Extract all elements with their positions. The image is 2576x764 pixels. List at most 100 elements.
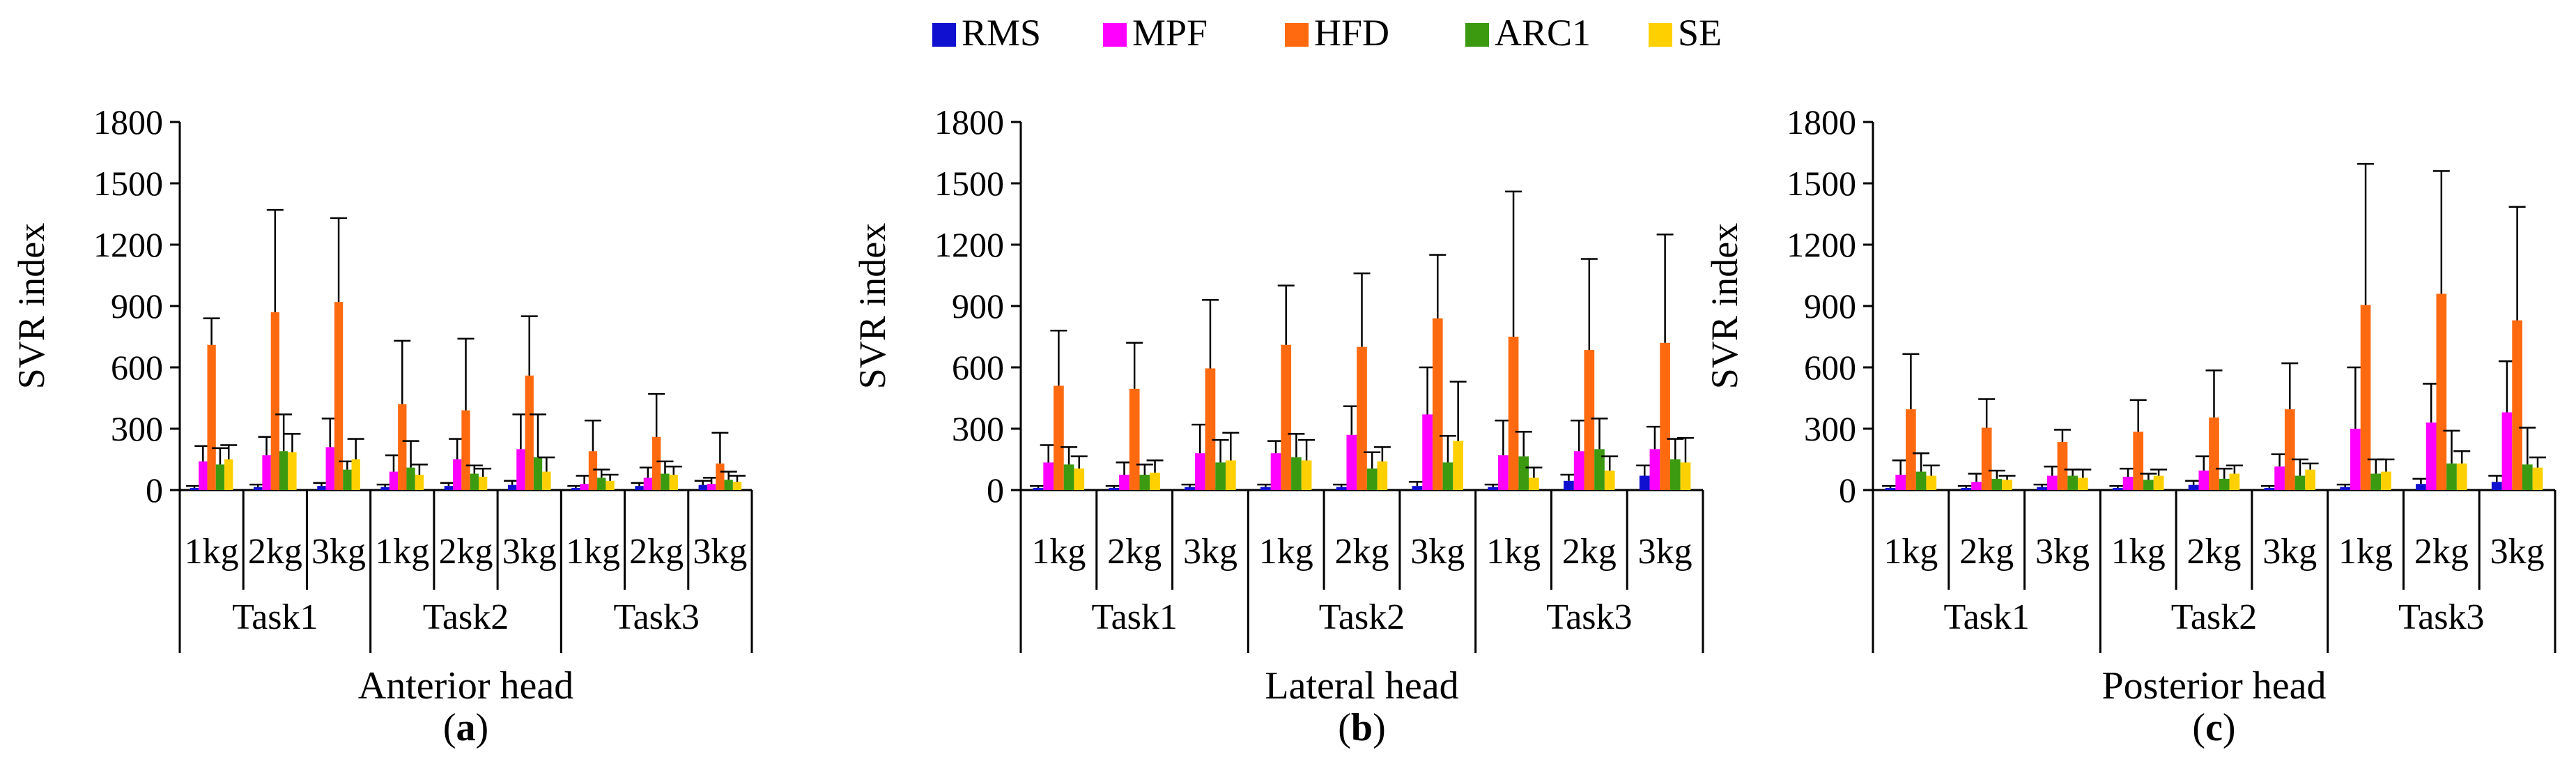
y-tick-label: 1500 [934, 164, 1004, 203]
bar-mpf [1422, 414, 1433, 490]
bar-rms [380, 487, 390, 490]
chart-panel-c: 0 300 600 900 1200 1500 1800 SVR index 1kg 2kg 3kg… [1704, 102, 2556, 749]
legend-label-mpf: MPF [1132, 12, 1208, 54]
bar-se [2002, 480, 2012, 490]
y-tick-label: 1800 [93, 102, 163, 142]
bar-mpf [2425, 422, 2437, 490]
bar-hfd [398, 404, 407, 490]
bar-arc1 [1915, 471, 1927, 490]
bar-arc1 [1594, 449, 1605, 490]
bar-se [669, 475, 678, 490]
bar-mpf [643, 478, 653, 490]
group-label: Task1 [232, 597, 318, 637]
bar-hfd [716, 463, 725, 490]
x-tick-label: 1kg [1883, 532, 1938, 572]
bar-arc1 [1063, 464, 1074, 490]
bar-rms [507, 484, 517, 490]
bar-se [1377, 461, 1388, 490]
y-tick-label: 1500 [93, 164, 163, 203]
y-tick-label: 600 [952, 348, 1004, 387]
bar-arc1 [1215, 462, 1226, 490]
group-label: Task1 [1091, 597, 1177, 637]
y-tick-label: 0 [146, 471, 163, 510]
group-label: Task3 [2398, 597, 2484, 637]
bar-se [1604, 471, 1615, 490]
bar-mpf [1971, 482, 1982, 490]
x-tick-label: 1kg [2111, 532, 2166, 572]
x-tick-label: 3kg [1638, 532, 1692, 572]
bar-hfd [1054, 385, 1064, 490]
bar-se [2456, 463, 2467, 490]
bar-hfd [525, 375, 534, 490]
legend-swatch-rms [932, 23, 956, 47]
bar-arc1 [661, 473, 670, 490]
y-tick-label: 900 [952, 286, 1004, 326]
bar-hfd [1205, 368, 1216, 490]
x-tick-label: 3kg [1410, 532, 1465, 572]
panel-title: Lateral head [1265, 664, 1458, 708]
bar-se [606, 480, 615, 490]
bar-mpf [1649, 449, 1660, 490]
bar-hfd [2209, 417, 2219, 490]
bar-hfd [2057, 442, 2068, 490]
x-tick-label: 1kg [1259, 532, 1313, 572]
y-tick-label: 0 [987, 471, 1004, 510]
y-tick-label: 900 [1804, 286, 1856, 326]
y-tick-label: 1800 [1787, 102, 1856, 142]
group-label: Task3 [613, 597, 699, 637]
legend-label-arc1: ARC1 [1495, 12, 1591, 54]
panel-title: Posterior head [2102, 664, 2327, 708]
bar-hfd [1508, 337, 1519, 490]
x-tick-label: 2kg [2414, 532, 2469, 572]
bar-se [1926, 475, 1937, 490]
bar-rms [2113, 488, 2123, 490]
bar-mpf [1895, 475, 1906, 490]
bar-rms [2188, 484, 2199, 490]
bar-rms [190, 488, 199, 490]
legend-swatch-hfd [1285, 23, 1309, 47]
y-axis-label: SVR index [851, 223, 893, 390]
bar-arc1 [1669, 459, 1681, 490]
bar-mpf [2122, 476, 2134, 490]
bar-mpf [1194, 453, 1205, 490]
bar-rms [1488, 487, 1499, 490]
bar-se [1529, 478, 1539, 490]
x-tick-label: 2kg [2187, 532, 2242, 572]
x-tick-label: 3kg [1183, 532, 1237, 572]
bar-se [2381, 471, 2391, 490]
bar-se [1680, 462, 1691, 490]
bar-hfd [207, 344, 216, 490]
bar-rms [254, 487, 263, 490]
y-tick-label: 600 [111, 348, 163, 387]
x-tick-label: 3kg [693, 532, 747, 572]
bar-rms [2416, 484, 2426, 490]
x-tick-label: 1kg [1486, 532, 1541, 572]
bar-hfd [2436, 293, 2447, 490]
bar-mpf [580, 484, 589, 490]
bar-rms [1033, 488, 1044, 490]
x-tick-label: 2kg [1335, 532, 1389, 572]
bar-mpf [2350, 429, 2361, 490]
panel-label: (c) [2192, 706, 2235, 749]
x-tick-label: 2kg [629, 532, 684, 572]
legend-label-se: SE [1678, 12, 1722, 54]
legend-swatch-se [1649, 23, 1672, 47]
bar-hfd [1660, 342, 1670, 490]
bar-rms [2037, 487, 2047, 490]
y-tick-label: 1200 [934, 225, 1004, 264]
bar-mpf [707, 484, 716, 490]
bar-se [351, 459, 360, 490]
bar-mpf [1573, 451, 1584, 490]
bar-mpf [325, 447, 334, 490]
x-tick-label: 3kg [2035, 532, 2090, 572]
y-tick-label: 0 [1839, 471, 1856, 510]
bar-mpf [2198, 471, 2209, 490]
bar-se [478, 476, 488, 490]
y-axis-label: SVR index [1704, 223, 1745, 390]
bar-arc1 [1291, 457, 1302, 490]
x-tick-label: 3kg [2262, 532, 2317, 572]
y-tick-label: 300 [1804, 409, 1856, 448]
bar-hfd [652, 436, 661, 490]
bar-se [2077, 478, 2088, 490]
